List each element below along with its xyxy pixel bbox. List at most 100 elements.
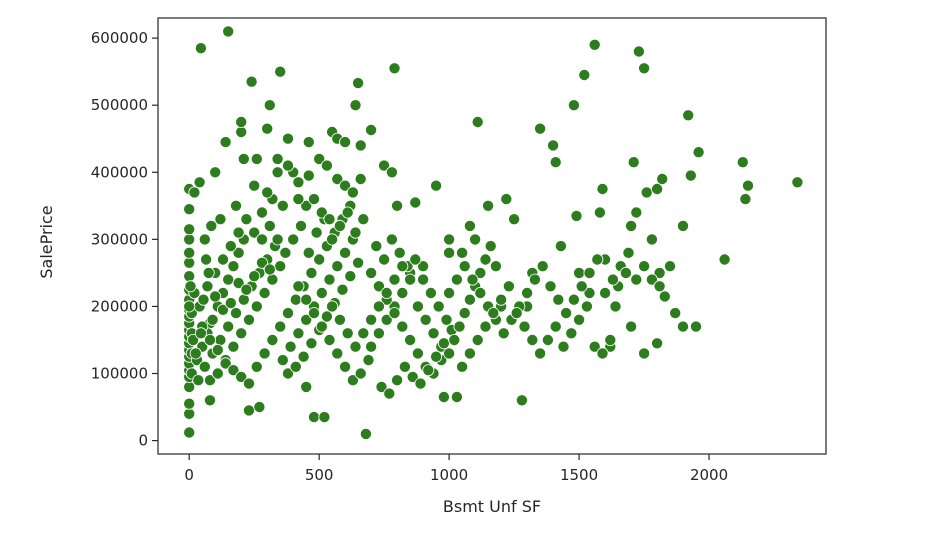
data-point — [659, 291, 670, 302]
data-point — [293, 177, 304, 188]
data-point — [457, 247, 468, 258]
data-point — [519, 321, 530, 332]
data-point — [366, 314, 377, 325]
data-point — [371, 241, 382, 252]
data-point — [389, 274, 400, 285]
x-tick-label: 500 — [305, 466, 334, 484]
data-point — [241, 214, 252, 225]
data-point — [340, 137, 351, 148]
data-point — [742, 180, 753, 191]
data-point — [334, 314, 345, 325]
data-point — [308, 194, 319, 205]
data-point — [639, 348, 650, 359]
y-axis-ticks: 0 100000 200000 300000 400000 500000 600000 — [91, 29, 158, 449]
data-point — [737, 157, 748, 168]
data-point — [236, 116, 247, 127]
data-point — [193, 375, 204, 386]
data-point — [472, 334, 483, 345]
data-point — [202, 281, 213, 292]
data-point — [454, 321, 465, 332]
data-point — [574, 314, 585, 325]
data-point — [480, 254, 491, 265]
data-point — [397, 261, 408, 272]
data-point — [631, 274, 642, 285]
data-point — [631, 207, 642, 218]
data-point — [389, 63, 400, 74]
x-axis-ticks: 0 500 1000 1500 2000 — [184, 454, 728, 484]
data-point — [607, 274, 618, 285]
data-point — [228, 341, 239, 352]
data-point — [441, 314, 452, 325]
data-point — [314, 254, 325, 265]
data-point — [449, 334, 460, 345]
data-point — [251, 361, 262, 372]
data-point — [282, 160, 293, 171]
data-point — [340, 247, 351, 258]
data-point — [184, 247, 195, 258]
data-point — [308, 412, 319, 423]
data-point — [306, 267, 317, 278]
data-point — [792, 177, 803, 188]
data-point — [459, 308, 470, 319]
data-point — [195, 328, 206, 339]
y-tick-label: 500000 — [91, 96, 148, 114]
data-point — [464, 294, 475, 305]
data-point — [272, 234, 283, 245]
data-point — [394, 247, 405, 258]
data-point — [639, 63, 650, 74]
data-point — [451, 274, 462, 285]
data-point — [373, 328, 384, 339]
data-point — [584, 267, 595, 278]
data-point — [264, 100, 275, 111]
data-point — [496, 294, 507, 305]
data-point — [184, 408, 195, 419]
data-point — [677, 321, 688, 332]
data-point — [639, 261, 650, 272]
data-point — [483, 200, 494, 211]
data-point — [550, 157, 561, 168]
data-point — [324, 214, 335, 225]
data-point — [243, 378, 254, 389]
data-point — [184, 398, 195, 409]
data-point — [652, 183, 663, 194]
data-point — [303, 170, 314, 181]
data-point — [600, 287, 611, 298]
data-point — [184, 427, 195, 438]
data-point — [677, 220, 688, 231]
data-point — [285, 341, 296, 352]
data-point — [295, 220, 306, 231]
data-point — [444, 234, 455, 245]
data-point — [399, 361, 410, 372]
data-point — [392, 200, 403, 211]
data-point — [719, 254, 730, 265]
data-points — [184, 26, 803, 440]
data-point — [428, 328, 439, 339]
data-point — [431, 180, 442, 191]
data-point — [256, 234, 267, 245]
data-point — [301, 381, 312, 392]
y-tick-label: 200000 — [91, 297, 148, 315]
data-point — [581, 301, 592, 312]
data-point — [332, 348, 343, 359]
data-point — [418, 274, 429, 285]
data-point — [542, 334, 553, 345]
data-point — [251, 153, 262, 164]
data-point — [360, 428, 371, 439]
data-point — [498, 328, 509, 339]
data-point — [293, 328, 304, 339]
data-point — [324, 274, 335, 285]
x-tick-label: 0 — [184, 466, 194, 484]
data-point — [230, 308, 241, 319]
data-point — [358, 214, 369, 225]
data-point — [527, 334, 538, 345]
data-point — [204, 395, 215, 406]
data-point — [415, 378, 426, 389]
data-point — [373, 301, 384, 312]
data-point — [238, 294, 249, 305]
data-point — [490, 261, 501, 272]
data-point — [243, 405, 254, 416]
data-point — [225, 298, 236, 309]
data-point — [353, 78, 364, 89]
data-point — [184, 301, 195, 312]
data-point — [501, 194, 512, 205]
